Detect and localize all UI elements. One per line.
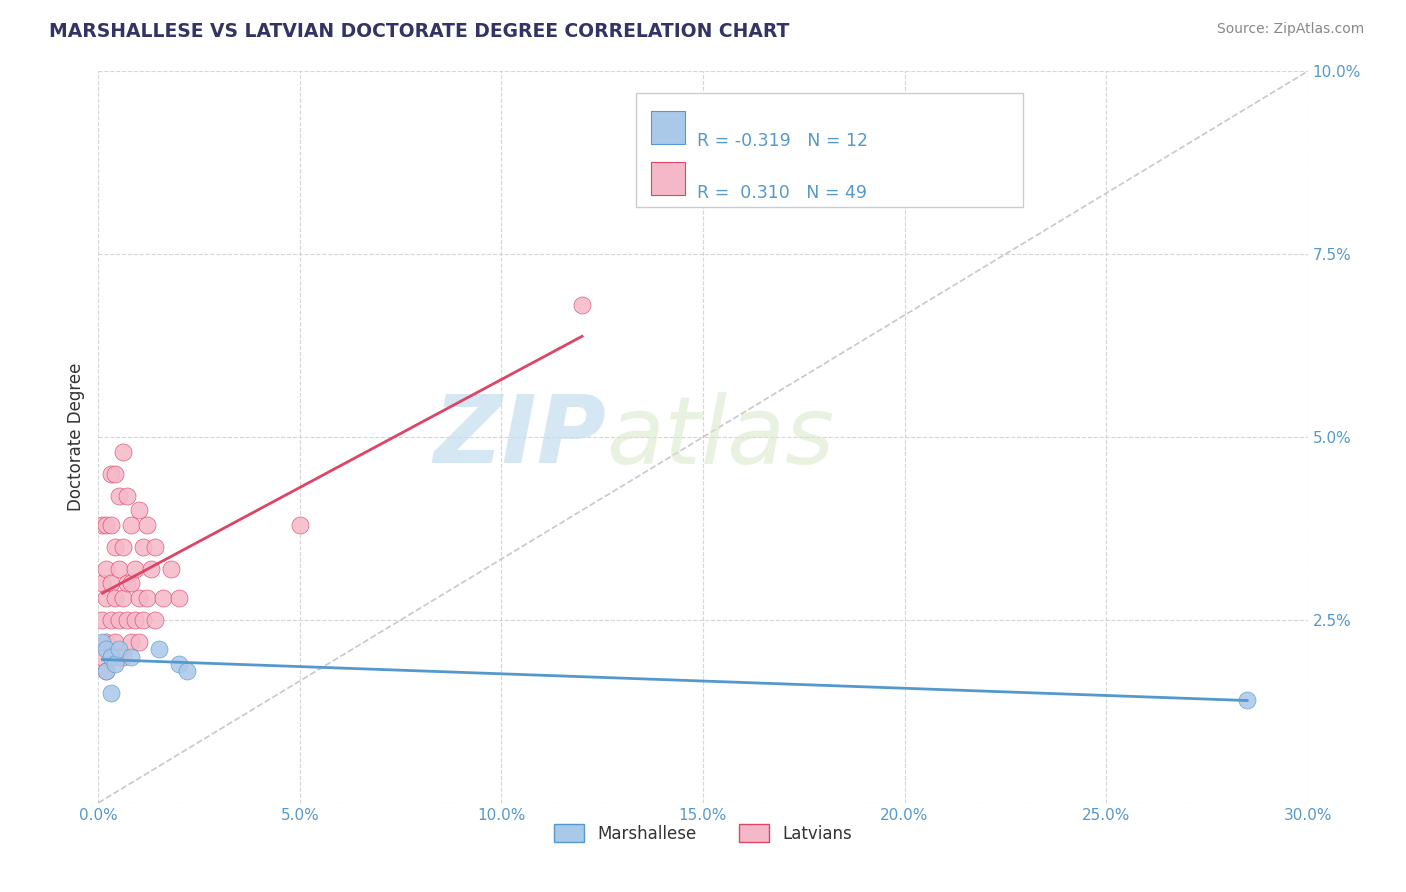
Point [115,489,138,503]
Point [91,613,114,627]
Text: R =  0.310   N = 49: R = 0.310 N = 49 [697,184,868,202]
Point [100,649,122,664]
Point [167,591,190,605]
Point [120,649,142,664]
Point [96,664,118,678]
Point [111,649,134,664]
Text: Source: ZipAtlas.com: Source: ZipAtlas.com [1216,22,1364,37]
Point [167,657,190,671]
Point [96,591,118,605]
Point [91,635,114,649]
Point [91,649,114,664]
Point [176,664,198,678]
Text: atlas: atlas [606,392,835,483]
Point [139,562,162,576]
Point [571,298,593,312]
Point [107,562,129,576]
Point [115,576,138,591]
Point [135,591,157,605]
Text: MARSHALLESE VS LATVIAN DOCTORATE DEGREE CORRELATION CHART: MARSHALLESE VS LATVIAN DOCTORATE DEGREE … [49,22,790,41]
Point [115,613,138,627]
Point [143,613,166,627]
Text: ZIP: ZIP [433,391,606,483]
Point [103,635,125,649]
Point [100,576,122,591]
Point [120,635,142,649]
Point [103,657,125,671]
Point [143,540,166,554]
Point [132,540,155,554]
Point [103,467,125,481]
Point [100,467,122,481]
Bar [651,112,685,145]
Text: R = -0.319   N = 12: R = -0.319 N = 12 [697,133,868,151]
FancyBboxPatch shape [637,94,1024,207]
Point [124,613,146,627]
Bar [651,162,685,195]
Y-axis label: Doctorate Degree: Doctorate Degree [66,363,84,511]
Point [124,562,146,576]
Point [111,591,134,605]
Point [91,517,114,532]
Point [103,540,125,554]
Point [91,576,114,591]
Legend: Marshallese, Latvians: Marshallese, Latvians [548,818,858,849]
Point [152,591,174,605]
Point [160,562,183,576]
Point [132,613,155,627]
Point [107,489,129,503]
Point [135,517,157,532]
Point [128,591,150,605]
Point [96,562,118,576]
Point [128,503,150,517]
Point [107,613,129,627]
Point [100,613,122,627]
Point [128,635,150,649]
Point [111,540,134,554]
Point [107,649,129,664]
Point [96,635,118,649]
Point [96,517,118,532]
Point [111,444,134,458]
Point [100,686,122,700]
Point [120,576,142,591]
Point [100,517,122,532]
Point [288,517,311,532]
Point [120,517,142,532]
Point [100,649,122,664]
Point [148,642,170,657]
Point [107,642,129,657]
Point [1236,693,1258,707]
Point [96,642,118,657]
Point [103,591,125,605]
Point [96,664,118,678]
